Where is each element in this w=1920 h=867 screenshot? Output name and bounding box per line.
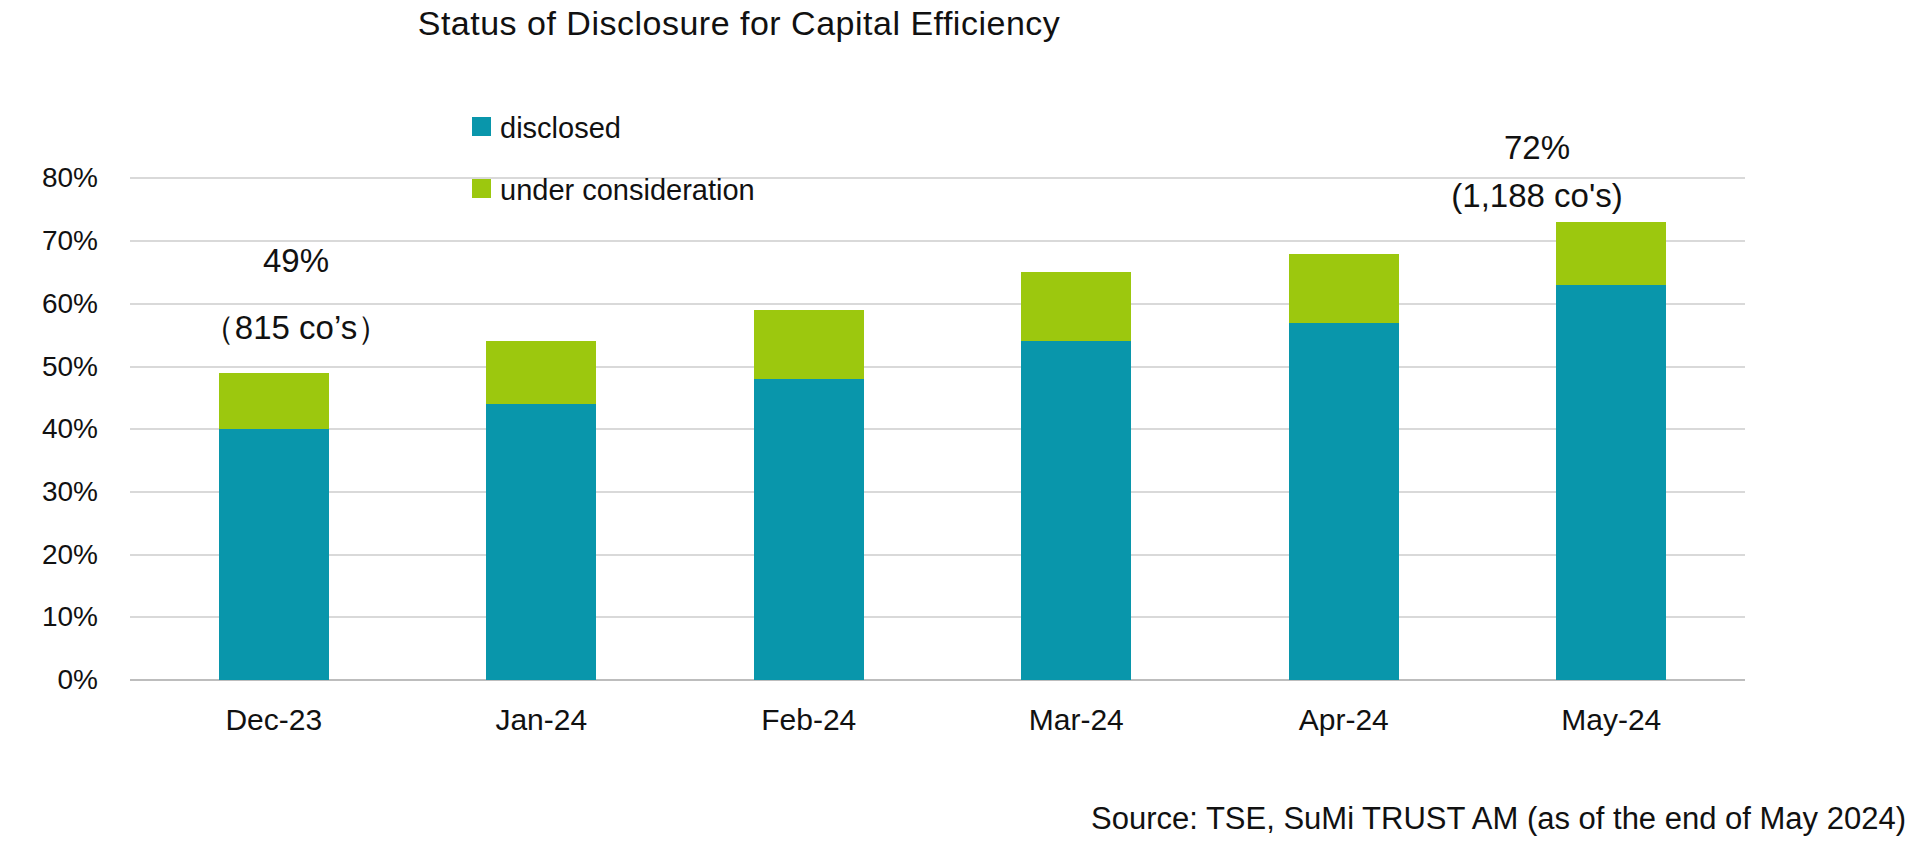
annotation-dec23-percent: 49% xyxy=(263,242,329,280)
gridline-60 xyxy=(130,303,1745,305)
x-axis-label-May-24: May-24 xyxy=(1491,703,1731,737)
bar-segment-under-consideration-Feb-24 xyxy=(754,310,864,379)
y-axis-tick-10: 10% xyxy=(0,603,98,631)
bar-segment-under-consideration-Jan-24 xyxy=(486,341,596,404)
y-axis-tick-80: 80% xyxy=(0,164,98,192)
bar-segment-under-consideration-May-24 xyxy=(1556,222,1666,285)
x-axis-label-Jan-24: Jan-24 xyxy=(421,703,661,737)
gridline-10 xyxy=(130,616,1745,618)
bar-segment-under-consideration-Mar-24 xyxy=(1021,272,1131,341)
bar-segment-disclosed-Feb-24 xyxy=(754,379,864,680)
y-axis-tick-50: 50% xyxy=(0,353,98,381)
legend-label-under-consideration: under consideration xyxy=(500,174,755,207)
x-axis-line xyxy=(130,679,1745,681)
bar-segment-disclosed-Dec-23 xyxy=(219,429,329,680)
x-axis-label-Mar-24: Mar-24 xyxy=(956,703,1196,737)
gridline-20 xyxy=(130,554,1745,556)
gridline-30 xyxy=(130,491,1745,493)
x-axis-label-Dec-23: Dec-23 xyxy=(154,703,394,737)
bar-segment-disclosed-Mar-24 xyxy=(1021,341,1131,680)
legend-label-disclosed: disclosed xyxy=(500,112,621,145)
bar-segment-disclosed-Apr-24 xyxy=(1289,323,1399,680)
gridline-70 xyxy=(130,240,1745,242)
chart-title: Status of Disclosure for Capital Efficie… xyxy=(418,4,1061,43)
y-axis-tick-70: 70% xyxy=(0,227,98,255)
legend-swatch-under-consideration-icon xyxy=(472,179,491,198)
gridline-40 xyxy=(130,428,1745,430)
bar-segment-disclosed-May-24 xyxy=(1556,285,1666,680)
source-note: Source: TSE, SuMi TRUST AM (as of the en… xyxy=(1091,801,1906,837)
y-axis-tick-60: 60% xyxy=(0,290,98,318)
bar-segment-under-consideration-Dec-23 xyxy=(219,373,329,429)
y-axis-tick-40: 40% xyxy=(0,415,98,443)
legend-item-under-consideration: under consideration xyxy=(472,174,755,207)
annotation-may24-count: (1,188 co's) xyxy=(1451,177,1622,215)
legend-item-disclosed: disclosed xyxy=(472,112,621,145)
y-axis-tick-30: 30% xyxy=(0,478,98,506)
annotation-dec23-count: （815 co’s） xyxy=(202,306,390,351)
bar-segment-under-consideration-Apr-24 xyxy=(1289,254,1399,323)
y-axis-tick-0: 0% xyxy=(0,666,98,694)
gridline-50 xyxy=(130,366,1745,368)
chart-figure: { "title": "Status of Disclosure for Cap… xyxy=(0,0,1920,867)
annotation-may24-percent: 72% xyxy=(1504,129,1570,167)
x-axis-label-Feb-24: Feb-24 xyxy=(689,703,929,737)
legend-swatch-disclosed-icon xyxy=(472,117,491,136)
y-axis-tick-20: 20% xyxy=(0,541,98,569)
bar-segment-disclosed-Jan-24 xyxy=(486,404,596,680)
x-axis-label-Apr-24: Apr-24 xyxy=(1224,703,1464,737)
